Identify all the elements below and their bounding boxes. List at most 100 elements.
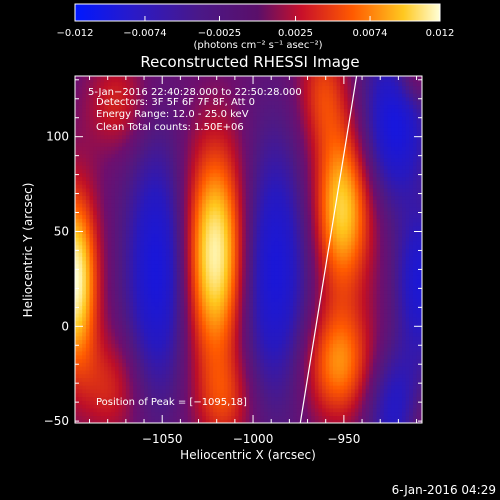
heatmap-cell: [140, 305, 145, 310]
heatmap-cell: [75, 142, 80, 147]
heatmap-cell: [100, 324, 105, 329]
heatmap-cell: [125, 411, 131, 417]
heatmap-cell: [191, 313, 196, 318]
heatmap-cell: [125, 419, 131, 423]
heatmap-cell: [158, 81, 163, 87]
heatmap-cell: [231, 89, 236, 94]
heatmap-cell: [89, 324, 94, 329]
heatmap-cell: [173, 100, 178, 106]
heatmap-cell: [223, 233, 229, 238]
heatmap-cell: [118, 229, 123, 234]
heatmap-cell: [158, 290, 163, 295]
heatmap-cell: [82, 244, 87, 250]
heatmap-cell: [85, 411, 91, 417]
heatmap-cell: [122, 347, 127, 352]
heatmap-cell: [89, 104, 94, 109]
heatmap-cell: [242, 263, 247, 269]
heatmap-cell: [223, 165, 229, 170]
heatmap-cell: [194, 354, 200, 360]
heatmap-cell: [104, 134, 109, 140]
heatmap-cell: [162, 347, 167, 352]
heatmap-cell: [122, 130, 127, 136]
heatmap-cell: [267, 358, 272, 363]
heatmap-cell: [184, 369, 189, 375]
heatmap-cell: [78, 85, 83, 90]
heatmap-cell: [100, 252, 105, 257]
heatmap-cell: [245, 119, 250, 124]
heatmap-cell: [227, 419, 232, 423]
heatmap-cell: [104, 229, 109, 234]
heatmap-cell: [89, 419, 94, 423]
heatmap-cell: [173, 222, 178, 227]
heatmap-cell: [140, 267, 145, 272]
heatmap-cell: [169, 119, 174, 124]
heatmap-cell: [184, 256, 189, 261]
heatmap-cell: [104, 271, 109, 276]
heatmap-cell: [75, 392, 80, 398]
heatmap-cell: [96, 248, 102, 253]
heatmap-cell: [173, 115, 178, 121]
heatmap-cell: [194, 76, 200, 79]
heatmap-cell: [205, 404, 211, 409]
heatmap-cell: [191, 153, 196, 159]
heatmap-cell: [162, 354, 167, 360]
heatmap-cell: [154, 407, 160, 413]
heatmap-cell: [111, 366, 116, 371]
heatmap-cell: [263, 396, 269, 401]
heatmap-cell: [151, 381, 156, 386]
heatmap-cell: [114, 81, 120, 87]
heatmap-cell: [169, 267, 174, 272]
heatmap-cell: [122, 259, 127, 265]
heatmap-cell: [234, 275, 240, 280]
heatmap-cell: [180, 324, 185, 329]
heatmap-cell: [93, 168, 98, 174]
heatmap-cell: [114, 93, 120, 98]
heatmap-cell: [82, 146, 87, 151]
heatmap-cell: [253, 210, 258, 216]
heatmap-cell: [187, 366, 192, 371]
heatmap-cell: [267, 104, 272, 109]
heatmap-cell: [162, 199, 167, 204]
heatmap-cell: [198, 123, 203, 128]
heatmap-cell: [176, 203, 181, 208]
heatmap-cell: [263, 142, 269, 147]
heatmap-cell: [242, 191, 247, 197]
heatmap-cell: [93, 415, 98, 420]
heatmap-cell: [242, 343, 247, 348]
heatmap-cell: [158, 324, 163, 329]
heatmap-cell: [158, 275, 163, 280]
heatmap-cell: [213, 157, 218, 162]
heatmap-cell: [140, 165, 145, 170]
heatmap-cell: [245, 108, 250, 113]
heatmap-cell: [93, 134, 98, 140]
heatmap-cell: [209, 301, 214, 307]
heatmap-cell: [165, 165, 171, 170]
heatmap-cell: [263, 354, 269, 360]
heatmap-cell: [227, 350, 232, 356]
heatmap-cell: [118, 77, 123, 83]
heatmap-cell: [129, 123, 134, 128]
heatmap-cell: [147, 316, 152, 322]
heatmap-cell: [184, 180, 189, 185]
heatmap-cell: [93, 100, 98, 106]
heatmap-cell: [118, 294, 123, 299]
heatmap-cell: [144, 407, 149, 413]
heatmap-cell: [202, 176, 207, 181]
heatmap-cell: [107, 362, 112, 367]
heatmap-cell: [93, 400, 98, 405]
heatmap-cell: [114, 222, 120, 227]
heatmap-cell: [260, 130, 265, 136]
heatmap-cell: [144, 214, 149, 219]
heatmap-cell: [75, 350, 80, 356]
heatmap-cell: [209, 168, 214, 174]
heatmap-cell: [173, 108, 178, 113]
heatmap-cell: [118, 316, 123, 322]
heatmap-cell: [242, 331, 247, 337]
heatmap-cell: [245, 320, 250, 325]
heatmap-cell: [256, 381, 261, 386]
heatmap-cell: [205, 415, 211, 420]
heatmap-cell: [136, 354, 141, 360]
heatmap-cell: [144, 172, 149, 178]
heatmap-cell: [144, 168, 149, 174]
heatmap-cell: [93, 93, 98, 98]
